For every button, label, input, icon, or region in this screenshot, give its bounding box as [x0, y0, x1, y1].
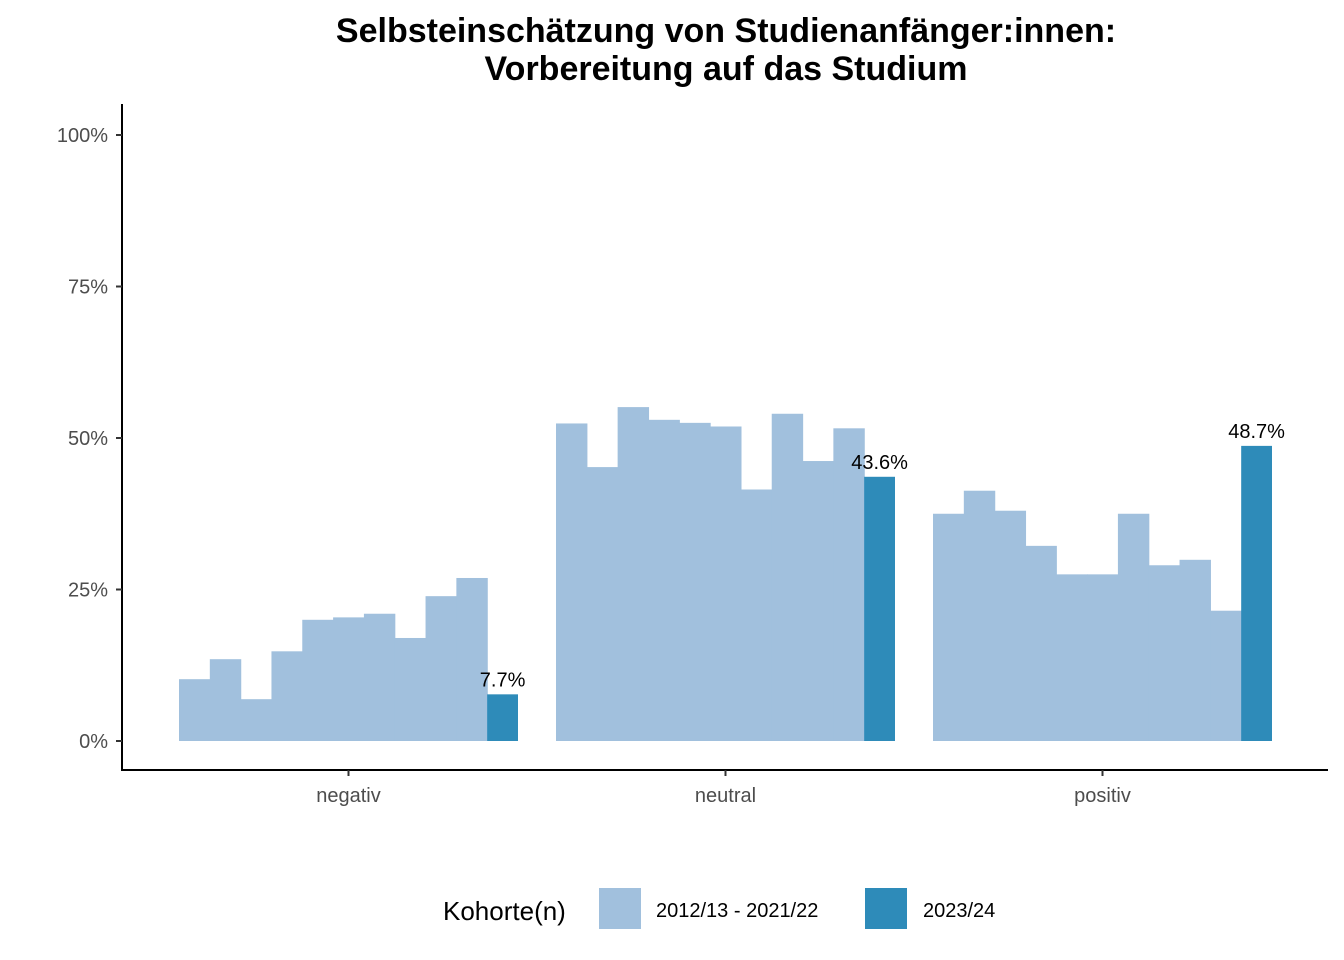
plot-area: 0% 25% 50% 75% 100% 7.7% negativ 43.6% neutral 48…: [57, 104, 1328, 807]
bar-historic: [802, 461, 834, 741]
legend-title: Kohorte(n): [443, 896, 566, 926]
bar-historic: [556, 423, 588, 741]
bar-historic: [1025, 545, 1057, 741]
bar-historic: [333, 617, 365, 741]
y-tick-label: 25%: [68, 580, 108, 602]
bar-historic: [994, 510, 1027, 741]
bar-historic: [456, 577, 488, 741]
y-tick-label: 75%: [68, 277, 108, 299]
legend-label-current: 2023/24: [923, 900, 995, 922]
bar-historic: [1179, 559, 1211, 741]
bar-historic: [933, 513, 965, 741]
bar-historic: [740, 489, 773, 741]
bar-historic: [1056, 574, 1088, 741]
y-tick-label: 50%: [68, 428, 108, 450]
bar-historic: [271, 651, 303, 741]
x-tick-label: neutral: [695, 785, 756, 807]
bar-value-label: 48.7%: [1228, 421, 1285, 443]
bar-historic: [833, 428, 865, 741]
bar-historic: [771, 413, 804, 741]
bar-historic: [1087, 574, 1119, 741]
bar-current: [1241, 445, 1272, 741]
bar-historic: [302, 619, 334, 741]
bar-historic: [648, 419, 680, 741]
bar-historic: [1148, 565, 1181, 741]
y-tick-label: 100%: [57, 125, 108, 147]
legend-label-historic: 2012/13 - 2021/22: [656, 900, 818, 922]
x-tick-label: negativ: [316, 785, 381, 807]
legend: Kohorte(n) 2012/13 - 2021/22 2023/24: [443, 888, 995, 929]
bar-historic: [586, 467, 619, 741]
y-tick-label: 0%: [79, 731, 108, 753]
bar-historic: [1117, 513, 1150, 741]
legend-swatch-current: [865, 888, 907, 929]
bar-historic: [240, 699, 273, 741]
bar-current: [864, 476, 895, 741]
bar-historic: [963, 490, 996, 741]
legend-swatch-historic: [599, 888, 641, 929]
bar-historic: [710, 426, 742, 741]
bar-value-label: 43.6%: [851, 452, 908, 474]
x-tick-label: positiv: [1074, 785, 1131, 807]
chart-title: Selbsteinschätzung von Studienanfänger:i…: [336, 12, 1116, 50]
bar-historic: [179, 679, 211, 741]
bar-historic: [679, 422, 711, 741]
bar-historic: [617, 407, 650, 741]
bar-historic: [209, 659, 242, 741]
bar-historic: [1210, 610, 1242, 741]
bar-historic: [425, 596, 457, 741]
chart-subtitle: Vorbereitung auf das Studium: [485, 50, 968, 88]
bar-historic: [363, 613, 396, 741]
bar-current: [487, 694, 518, 741]
bar-historic: [394, 637, 427, 741]
bar-value-label: 7.7%: [480, 669, 526, 691]
